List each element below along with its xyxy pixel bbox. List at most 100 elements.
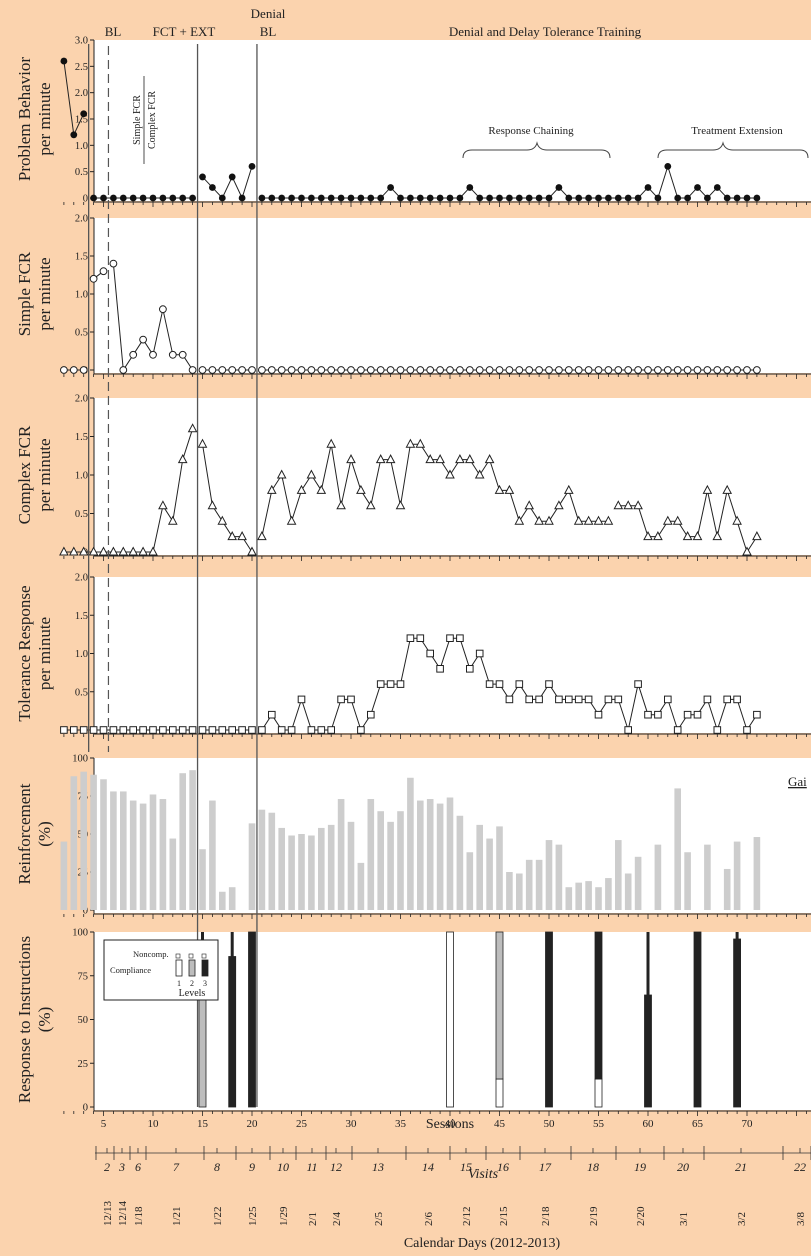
data-point (228, 726, 236, 734)
data-point (486, 194, 493, 202)
x-tick-label: 35 (395, 1118, 407, 1130)
stacked-bar-segment (545, 931, 553, 1108)
data-point (524, 500, 535, 510)
data-point (733, 695, 741, 704)
bar (684, 852, 691, 910)
visit-number: 13 (372, 1160, 384, 1174)
data-point (674, 194, 682, 202)
data-point (485, 680, 494, 688)
data-point (703, 366, 712, 374)
data-point (69, 366, 78, 374)
bar (565, 887, 573, 910)
data-point (436, 194, 444, 202)
data-point (633, 500, 643, 510)
data-point (297, 695, 306, 704)
visit-number: 2 (104, 1160, 110, 1174)
data-point (356, 484, 366, 494)
visit-number: 22 (794, 1160, 806, 1174)
data-point (109, 726, 118, 734)
data-point (337, 695, 345, 704)
data-point (713, 726, 722, 734)
data-point (99, 726, 108, 734)
x-tick-label: 50 (544, 1118, 556, 1130)
data-point (722, 484, 733, 494)
data-point (644, 366, 652, 374)
stacked-bar-segment (248, 931, 256, 1108)
data-point (564, 366, 573, 374)
data-point (573, 515, 584, 525)
data-point (237, 531, 247, 541)
data-point (367, 194, 375, 202)
data-point (545, 366, 553, 374)
date-label: 12/13 (102, 1200, 114, 1226)
y-tick-label: 0.5 (75, 328, 88, 339)
data-point (614, 695, 623, 704)
data-point (574, 366, 583, 374)
data-point (100, 194, 107, 202)
data-point (406, 634, 415, 643)
data-point (79, 366, 88, 374)
data-point (148, 546, 158, 556)
data-point (712, 531, 723, 541)
date-label: 1/29 (278, 1206, 290, 1226)
data-point (565, 194, 573, 202)
data-point (426, 194, 434, 202)
data-point (446, 194, 454, 202)
data-point (375, 454, 386, 464)
data-point (307, 726, 316, 734)
data-point (694, 184, 701, 191)
visit-number: 8 (214, 1160, 220, 1174)
bar (466, 852, 474, 910)
data-point (347, 695, 355, 704)
data-point (177, 454, 188, 464)
data-point (435, 454, 445, 464)
y-tick-label: 2.5 (75, 62, 88, 73)
data-point (555, 366, 563, 374)
data-point (59, 546, 69, 556)
brace-response-chaining (462, 141, 611, 159)
noncompliance-bar (646, 932, 650, 995)
phase-label-bl: BL (105, 24, 122, 39)
data-point (515, 680, 524, 688)
data-point (416, 634, 425, 643)
bar (60, 841, 68, 910)
data-point (326, 438, 337, 448)
data-point (108, 546, 119, 556)
data-point (673, 726, 682, 734)
data-point (79, 726, 88, 734)
data-point (238, 366, 247, 374)
brace-treatment-extension (657, 141, 809, 159)
data-point (505, 695, 514, 704)
data-point (238, 726, 246, 734)
y-tick-label: 1.5 (75, 432, 88, 443)
cut-label: Gai (788, 774, 807, 789)
bar (426, 799, 434, 910)
bar (496, 826, 503, 910)
bar (555, 844, 563, 910)
data-point (456, 366, 464, 374)
stacked-bar-segment (594, 1078, 603, 1108)
y-tick-label: 25 (78, 1059, 89, 1070)
noncompliance-bar (735, 932, 739, 939)
data-point (110, 194, 117, 202)
data-point (60, 366, 68, 374)
bar (347, 821, 355, 910)
legend-level-3: 3 (203, 979, 207, 988)
y-tick-label: 0.5 (75, 687, 88, 698)
data-point (385, 454, 396, 464)
bar (585, 881, 592, 910)
data-point (317, 366, 326, 374)
data-point (218, 726, 227, 734)
bar (209, 800, 216, 910)
visit-number: 7 (173, 1160, 180, 1174)
data-point (70, 131, 78, 139)
bar (733, 841, 741, 910)
bar (278, 827, 285, 910)
data-point (436, 665, 444, 673)
data-point (78, 546, 89, 556)
data-point (357, 726, 365, 734)
data-point (198, 726, 207, 734)
data-point (218, 194, 226, 202)
data-point (377, 194, 385, 202)
data-point (614, 194, 622, 202)
